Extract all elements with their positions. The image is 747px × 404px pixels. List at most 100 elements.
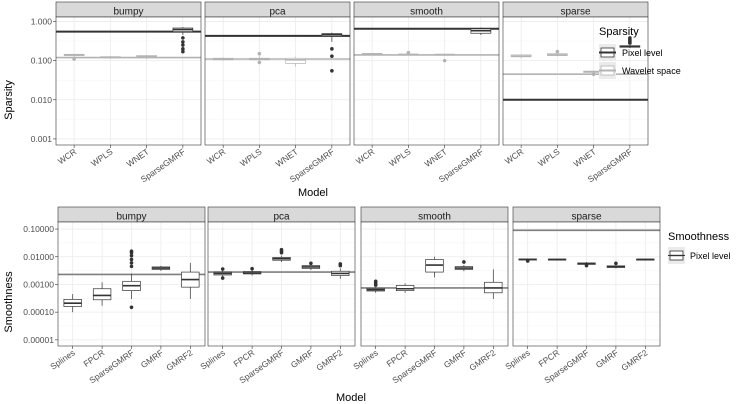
outlier-point [129, 261, 134, 265]
box-WCR [361, 53, 383, 55]
panel-background [354, 17, 499, 145]
box-GMRF2 [181, 262, 200, 299]
box-SparseGMRF [577, 261, 596, 268]
panel-border [502, 16, 649, 146]
y-tick-label: 0.00001 [23, 335, 54, 345]
outlier-point [373, 279, 378, 284]
panel-background [56, 17, 201, 145]
outlier-point [181, 40, 185, 44]
panel-background [503, 17, 648, 145]
y-tick-label: 0.100 [31, 56, 53, 66]
outlier-point [129, 249, 134, 253]
box-Splines [63, 294, 82, 313]
box-SparseGMRF [619, 36, 641, 49]
y-tick-label: 1.000 [31, 16, 53, 26]
sparsity-legend: Sparsity Pixel level Wavelet space [599, 26, 681, 79]
gridlines [205, 17, 350, 145]
smoothness-x-axis-title: Model [336, 392, 366, 404]
box-WPLS [398, 50, 419, 56]
outlier-point [338, 262, 343, 266]
box-GMRF2 [484, 269, 503, 299]
box-GMRF [301, 261, 321, 271]
smoothness-legend: Smoothness Pixel level [668, 231, 731, 264]
facet-strip-label: bumpy [113, 7, 143, 18]
legend-label-smooth-pixel-level: Pixel level [690, 251, 731, 261]
y-tick-label: 0.010 [31, 95, 53, 105]
smoothness-legend-title: Smoothness [668, 231, 730, 243]
box-WPLS [249, 51, 270, 65]
outlier-point [257, 60, 262, 65]
legend-label-wavelet-space: Wavelet space [622, 66, 681, 76]
sparsity-y-axis-title: Sparsity [3, 80, 15, 120]
y-tick-label: 0.001 [31, 134, 53, 144]
panel-border [204, 16, 351, 146]
box-GMRF2 [331, 262, 350, 279]
box-SparseGMRF [172, 27, 194, 54]
outlier-point [525, 259, 530, 263]
outlier-point [406, 50, 411, 55]
sparsity-legend-title: Sparsity [599, 26, 639, 38]
gridlines [58, 222, 205, 346]
box-SparseGMRF [122, 249, 141, 310]
smoothness-y-ticks: 0.00001 0.00010 0.00100 0.01000 0.10000 [23, 224, 58, 345]
outlier-point [181, 43, 185, 47]
gridlines [354, 17, 499, 145]
box-SparseGMRF [425, 256, 444, 278]
legend-key-smooth-pixel-level [668, 247, 685, 264]
facet-strip-label: sparse [571, 212, 601, 223]
gridlines [503, 17, 648, 145]
outlier-point [129, 264, 134, 269]
gridlines [208, 222, 355, 346]
outlier-point [628, 36, 632, 40]
y-tick-label: 0.00100 [23, 279, 54, 289]
box-FPCR [242, 266, 262, 276]
box-WNET [285, 56, 306, 67]
box-GMRF2 [636, 258, 655, 261]
box-SparseGMRF [272, 247, 291, 262]
gridlines [513, 222, 660, 346]
box-FPCR [547, 258, 567, 261]
box-Splines [213, 267, 232, 280]
facet-strip-label: smooth [410, 7, 443, 18]
legend-key-wavelet-space [599, 62, 616, 79]
sparsity-x-axis-title: Model [298, 187, 328, 199]
box-WNET [136, 54, 157, 59]
outlier-point [330, 47, 334, 51]
smoothness-y-axis-title: Smoothness [3, 271, 15, 333]
outlier-point [181, 36, 185, 40]
outlier-point [129, 257, 134, 262]
box-FPCR [395, 283, 415, 293]
box-WNET [434, 53, 455, 63]
box-Splines [518, 258, 537, 263]
outlier-point [129, 305, 134, 310]
box-SparseGMRF [321, 32, 343, 73]
outlier-point [462, 260, 466, 264]
legend-label-pixel-level: Pixel level [622, 48, 663, 58]
box-iqr [285, 57, 306, 64]
outlier-point [555, 49, 560, 54]
outlier-point [309, 261, 313, 266]
outlier-point [129, 253, 134, 258]
panel-border [55, 16, 202, 146]
y-tick-label: 0.01000 [23, 252, 54, 262]
box-WCR [510, 54, 532, 59]
panel-border [353, 16, 500, 146]
outlier-point [220, 267, 225, 271]
box-WPLS [547, 49, 568, 57]
box-WPLS [100, 56, 121, 59]
outlier-point [250, 266, 254, 271]
outlier-point [584, 263, 589, 268]
outlier-point [614, 261, 618, 266]
panel-background [205, 17, 350, 145]
sparsity-y-ticks: 0.001 0.010 0.100 1.000 [31, 16, 56, 144]
outlier-point [181, 47, 185, 51]
outlier-point [330, 68, 334, 73]
facet-strip-label: sparse [560, 7, 590, 18]
